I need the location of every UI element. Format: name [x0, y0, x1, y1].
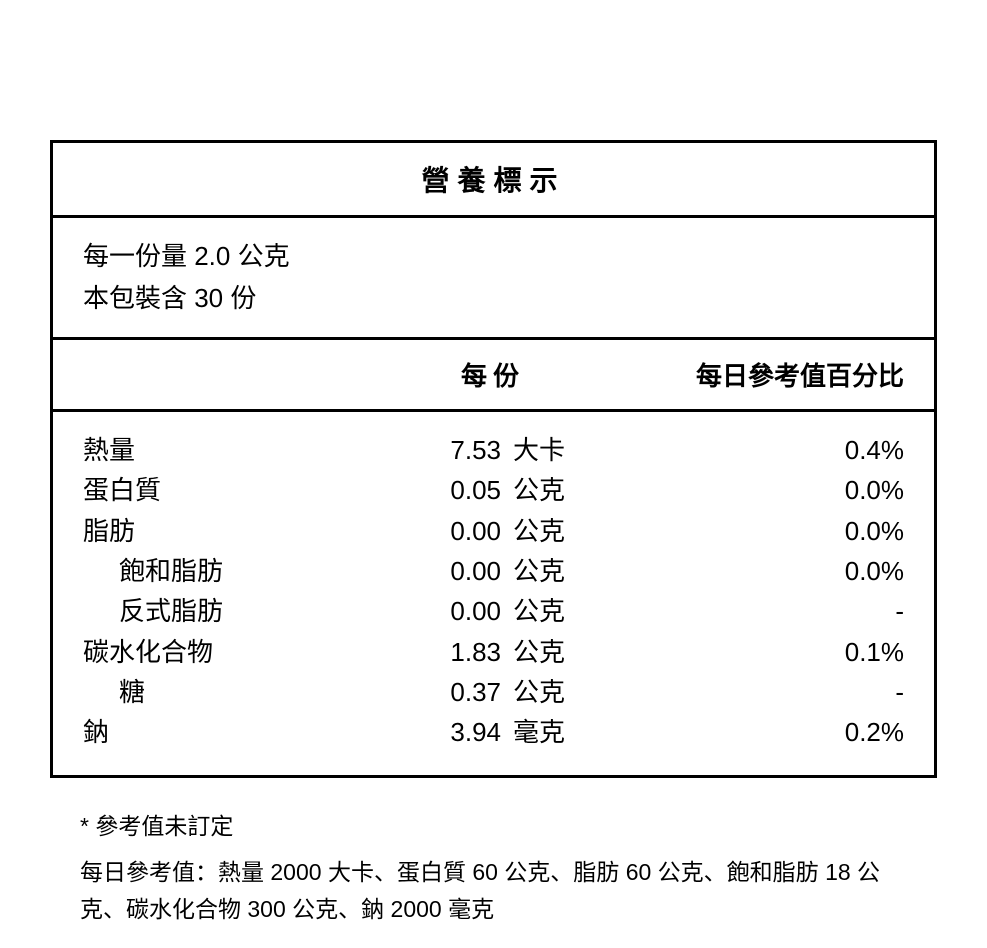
nutrient-label: 碳水化合物 [83, 632, 383, 672]
nutrient-unit: 大卡 [513, 430, 603, 470]
table-row: 碳水化合物 1.83 公克 0.1% [83, 632, 904, 672]
servings-per-container-text: 本包裝含 30 份 [83, 278, 904, 320]
nutrient-label: 糖 [83, 672, 383, 712]
column-header-daily-value: 每日參考值百分比 [603, 356, 904, 393]
table-title: 營養標示 [53, 143, 934, 218]
table-row: 糖 0.37 公克 - [83, 672, 904, 712]
nutrient-unit: 公克 [513, 591, 603, 631]
nutrient-unit: 公克 [513, 511, 603, 551]
nutrient-daily-value: - [603, 672, 904, 712]
table-row: 脂肪 0.00 公克 0.0% [83, 511, 904, 551]
nutrient-daily-value: 0.2% [603, 712, 904, 752]
nutrient-value: 7.53 [383, 430, 513, 470]
serving-info-section: 每一份量 2.0 公克 本包裝含 30 份 [53, 218, 934, 340]
nutrient-unit: 公克 [513, 632, 603, 672]
footnote-daily-reference-text: 每日參考值：熱量 2000 大卡、蛋白質 60 公克、脂肪 60 公克、飽和脂肪… [80, 854, 907, 928]
nutrient-daily-value: 0.4% [603, 430, 904, 470]
table-row: 蛋白質 0.05 公克 0.0% [83, 470, 904, 510]
table-row: 反式脂肪 0.00 公克 - [83, 591, 904, 631]
nutrient-value: 0.00 [383, 591, 513, 631]
nutrient-label: 鈉 [83, 712, 383, 752]
nutrient-value: 0.05 [383, 470, 513, 510]
nutrient-daily-value: 0.0% [603, 511, 904, 551]
nutrient-label: 飽和脂肪 [83, 551, 383, 591]
nutrient-label: 熱量 [83, 430, 383, 470]
footnote-asterisk-text: * 參考值未訂定 [80, 808, 907, 845]
nutrient-value: 3.94 [383, 712, 513, 752]
column-header-per-serving: 每份 [383, 356, 603, 393]
nutrient-value: 1.83 [383, 632, 513, 672]
table-row: 飽和脂肪 0.00 公克 0.0% [83, 551, 904, 591]
nutrient-unit: 毫克 [513, 712, 603, 752]
serving-size-text: 每一份量 2.0 公克 [83, 236, 904, 278]
nutrient-daily-value: 0.1% [603, 632, 904, 672]
nutrient-daily-value: - [603, 591, 904, 631]
table-row: 熱量 7.53 大卡 0.4% [83, 430, 904, 470]
table-row: 鈉 3.94 毫克 0.2% [83, 712, 904, 752]
nutrient-value: 0.00 [383, 511, 513, 551]
nutrient-label: 蛋白質 [83, 470, 383, 510]
nutrient-value: 0.37 [383, 672, 513, 712]
nutrient-daily-value: 0.0% [603, 470, 904, 510]
nutrient-unit: 公克 [513, 551, 603, 591]
nutrition-facts-table: 營養標示 每一份量 2.0 公克 本包裝含 30 份 每份 每日參考值百分比 熱… [50, 140, 937, 778]
footnotes-section: * 參考值未訂定 每日參考值：熱量 2000 大卡、蛋白質 60 公克、脂肪 6… [50, 778, 937, 928]
nutrient-unit: 公克 [513, 470, 603, 510]
nutrient-label: 反式脂肪 [83, 591, 383, 631]
nutrient-unit: 公克 [513, 672, 603, 712]
nutrient-data-section: 熱量 7.53 大卡 0.4% 蛋白質 0.05 公克 0.0% 脂肪 0.00… [53, 412, 934, 774]
column-header-row: 每份 每日參考值百分比 [53, 340, 934, 412]
nutrient-label: 脂肪 [83, 511, 383, 551]
nutrient-daily-value: 0.0% [603, 551, 904, 591]
nutrient-value: 0.00 [383, 551, 513, 591]
